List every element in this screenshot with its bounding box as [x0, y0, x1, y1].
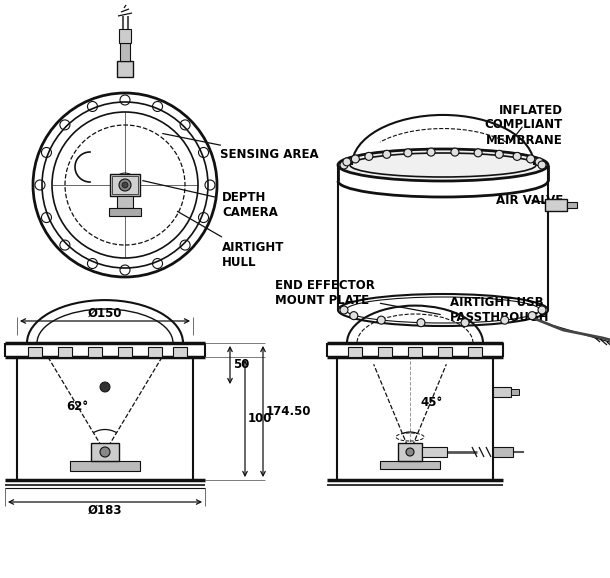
Bar	[110, 174, 140, 196]
Text: AIRTIGHT USB
PASSTHROUGH: AIRTIGHT USB PASSTHROUGH	[450, 296, 610, 342]
Circle shape	[513, 153, 521, 160]
Circle shape	[340, 161, 348, 169]
Text: 62°: 62°	[66, 401, 88, 413]
Bar	[119, 29, 131, 43]
Circle shape	[404, 149, 412, 157]
Circle shape	[382, 150, 391, 158]
Bar	[398, 443, 422, 461]
Bar	[117, 61, 133, 77]
Circle shape	[535, 158, 543, 166]
Circle shape	[528, 312, 536, 320]
Circle shape	[417, 318, 425, 327]
Circle shape	[427, 148, 435, 156]
Text: Ø150: Ø150	[88, 306, 122, 320]
Bar	[109, 208, 141, 216]
Circle shape	[538, 306, 546, 314]
Text: DEPTH
CAMERA: DEPTH CAMERA	[143, 180, 278, 219]
Bar	[91, 443, 119, 461]
Text: END EFFECTOR
MOUNT PLATE: END EFFECTOR MOUNT PLATE	[275, 279, 440, 314]
Circle shape	[350, 312, 358, 320]
Text: Ø183: Ø183	[88, 503, 122, 517]
Bar	[70, 461, 140, 471]
Bar	[117, 196, 133, 208]
Circle shape	[343, 158, 351, 166]
Bar	[348, 347, 362, 357]
Text: SENSING AREA: SENSING AREA	[163, 134, 318, 161]
Circle shape	[119, 179, 131, 191]
Bar	[493, 387, 511, 397]
Bar	[28, 347, 42, 357]
Bar	[148, 347, 162, 357]
Circle shape	[495, 150, 503, 158]
Text: AIRTIGHT
HULL: AIRTIGHT HULL	[178, 212, 284, 269]
Text: INFLATED
COMPLIANT
MEMBRANE: INFLATED COMPLIANT MEMBRANE	[485, 103, 563, 146]
Circle shape	[351, 155, 359, 163]
Bar	[88, 347, 102, 357]
Bar	[378, 347, 392, 357]
Bar	[511, 389, 519, 395]
Circle shape	[461, 318, 469, 327]
Bar	[493, 447, 513, 457]
Text: 45°: 45°	[421, 395, 443, 409]
Circle shape	[538, 161, 546, 169]
Ellipse shape	[338, 149, 548, 181]
Bar	[408, 347, 422, 357]
Circle shape	[451, 148, 459, 156]
Bar	[567, 202, 577, 208]
Circle shape	[501, 316, 509, 324]
Bar	[422, 447, 447, 457]
Circle shape	[100, 382, 110, 392]
Bar	[58, 347, 72, 357]
Circle shape	[340, 306, 348, 314]
Circle shape	[365, 153, 373, 160]
Circle shape	[474, 149, 482, 157]
Bar	[438, 347, 452, 357]
Circle shape	[406, 448, 414, 456]
Bar	[380, 461, 440, 469]
Circle shape	[526, 155, 534, 163]
Bar	[468, 347, 482, 357]
Text: 50: 50	[233, 358, 249, 372]
Bar	[118, 347, 132, 357]
Bar	[120, 43, 130, 61]
Text: 100: 100	[248, 412, 273, 425]
Text: 174.50: 174.50	[266, 405, 312, 418]
Bar	[545, 199, 567, 211]
Circle shape	[377, 316, 386, 324]
Circle shape	[100, 447, 110, 457]
Bar	[173, 347, 187, 357]
Text: AIR VALVE: AIR VALVE	[496, 194, 563, 206]
Circle shape	[122, 182, 128, 188]
Bar	[112, 176, 138, 194]
